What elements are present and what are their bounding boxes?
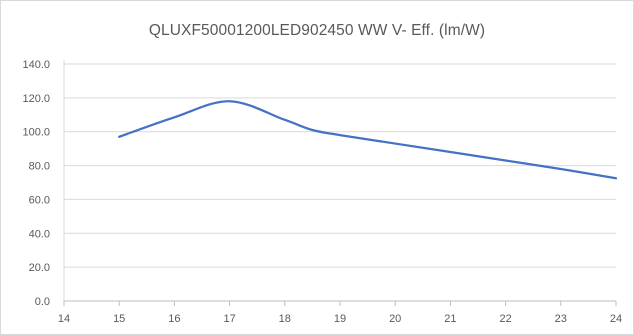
x-tick-label: 19 bbox=[334, 313, 346, 325]
x-tick-label: 20 bbox=[389, 313, 401, 325]
chart-title: QLUXF50001200LED902450 WW V- Eff. (lm/W) bbox=[148, 22, 486, 39]
y-tick-label: 40.0 bbox=[29, 228, 50, 240]
x-tick-label: 23 bbox=[555, 313, 567, 325]
x-tick-label: 17 bbox=[223, 313, 235, 325]
x-tick-label: 22 bbox=[499, 313, 511, 325]
series-line-0 bbox=[118, 100, 618, 180]
series bbox=[118, 100, 618, 180]
y-tick-label: 20.0 bbox=[29, 262, 50, 274]
x-tick-label: 24 bbox=[610, 313, 622, 325]
gridlines bbox=[64, 63, 616, 268]
x-tick-label: 15 bbox=[113, 313, 125, 325]
x-tick-label: 21 bbox=[444, 313, 456, 325]
y-tick-label: 80.0 bbox=[29, 161, 50, 173]
axes bbox=[63, 60, 617, 306]
y-tick-label: 120.0 bbox=[22, 93, 50, 105]
y-tick-label: 0.0 bbox=[35, 296, 50, 308]
x-tick-label: 16 bbox=[168, 313, 180, 325]
y-tick-label: 140.0 bbox=[22, 59, 50, 71]
y-axis-tick-labels: 0.0 20.0 40.0 60.0 80.0 100.0 120.0 140.0 bbox=[22, 59, 50, 308]
x-tick-label: 18 bbox=[279, 313, 291, 325]
x-tick-label: 14 bbox=[58, 313, 70, 325]
y-tick-label: 60.0 bbox=[29, 194, 50, 206]
x-axis-tick-labels: 14 15 16 17 18 19 20 21 22 23 24 bbox=[58, 313, 622, 325]
y-tick-label: 100.0 bbox=[22, 127, 50, 139]
